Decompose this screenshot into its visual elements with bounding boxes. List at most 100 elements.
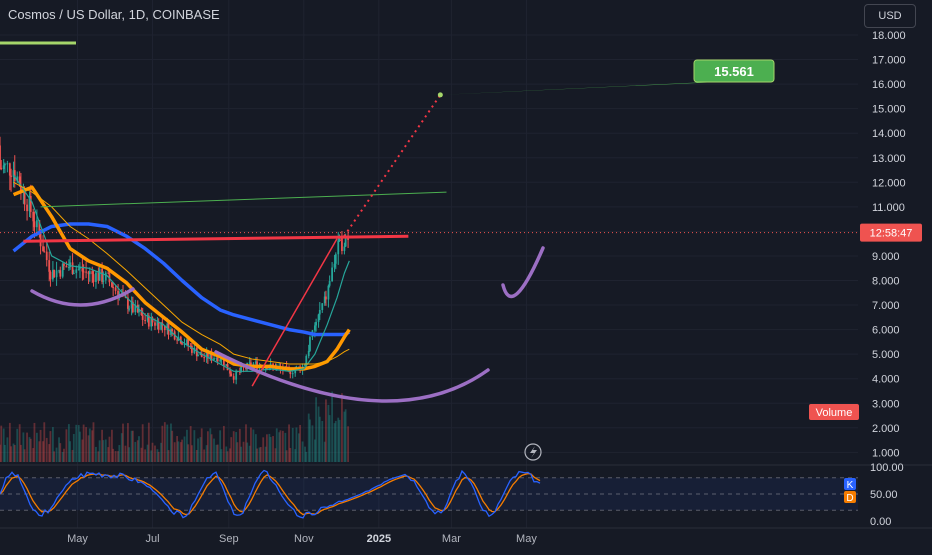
candle-body [163,325,166,331]
volume-bar [334,420,337,462]
volume-bar [118,445,121,462]
candle-body [45,251,48,261]
volume-bar [95,446,97,462]
candle-body [0,145,1,168]
volume-bar [101,429,103,462]
candle-body [245,367,247,370]
candle-body [79,267,81,269]
volume-bar [291,427,294,462]
volume-bar [127,423,129,462]
candle-body [209,353,212,359]
volume-bar [328,415,331,462]
candle-body [92,274,95,282]
candle-body [13,170,16,181]
volume-bar [279,430,282,462]
candle-body [321,303,324,311]
volume-bar [259,447,262,462]
candle-body [67,267,70,269]
volume-bar [2,428,5,462]
volume-bar [317,406,320,462]
volume-bar [111,429,113,462]
candle-body [343,246,346,251]
volume-bar [183,436,186,462]
volume-bar [206,431,209,462]
currency-button[interactable]: USD [864,4,916,28]
candle-body [112,287,115,289]
volume-bar [331,391,333,462]
stoch-d-line [0,472,541,516]
volume-bar [285,450,288,462]
volume-bar [264,446,267,462]
volume-bar [18,424,21,462]
candle-body [334,254,337,264]
volume-bar [49,431,52,462]
volume-bar [343,411,346,462]
volume-bar [120,433,123,462]
candle-body [318,310,321,315]
volume-bar [134,441,137,462]
resistance-line [23,234,409,243]
volume-bar [112,448,115,462]
y-tick-label: 1.000 [872,447,900,459]
candle-body [193,347,196,353]
volume-bar [67,424,70,462]
volume-bar [240,446,242,462]
candle-body [272,363,274,367]
slow-ma-line [13,181,350,365]
candle-body [189,345,192,347]
target-label-box [693,59,775,83]
volume-bar [26,432,28,462]
volume-bar [77,425,80,462]
candle-body [2,165,5,169]
candle-body [285,366,288,368]
volume-bar [230,437,233,462]
volume-bar [344,409,347,462]
volume-bar [220,449,223,462]
volume-bar [61,451,64,462]
candle-body [250,362,252,366]
left-shoulder-arc [30,287,135,307]
volume-bar [248,445,251,462]
volume-bar [282,430,284,462]
target-pointer [440,82,718,95]
candle-body [111,282,113,288]
volume-bar [150,450,153,462]
volume-bar [171,430,174,462]
time-axis[interactable]: May Jul Sep Nov 2025 Mar May [67,533,537,545]
candle-body [323,296,326,304]
moving-average-line [12,185,351,371]
volume-bar [309,419,311,462]
candle-body [6,163,9,165]
candle-body [157,321,160,330]
volume-bar [167,450,170,462]
candle-body [49,271,52,280]
volume-bar [151,442,154,462]
candle-body [205,352,208,358]
candle-body [252,363,255,366]
candle-body [315,321,318,326]
candle-body [325,296,327,300]
volume-bar [210,434,213,462]
candle-body [63,263,65,266]
volume-bar [200,428,203,462]
volume-bar [166,424,169,462]
volume-bar [48,444,51,462]
volume-bar [55,447,58,462]
volume-bar [154,445,156,462]
volume-bar [32,448,35,462]
candle-body [331,267,333,282]
candle-body [238,371,241,373]
volume-bar [323,441,326,462]
price-axis[interactable]: 18.000 17.000 16.000 15.000 14.000 13.000 12.0… [872,30,906,459]
volume-bar [71,449,74,462]
candle-body [166,323,169,331]
y-tick-label: 5.000 [872,349,900,361]
volume-bar [82,424,85,462]
candle-body [291,373,294,375]
volume-bar [213,438,215,462]
volume-bar [245,424,247,462]
candle-body [77,268,80,270]
volume-bar [199,437,202,462]
